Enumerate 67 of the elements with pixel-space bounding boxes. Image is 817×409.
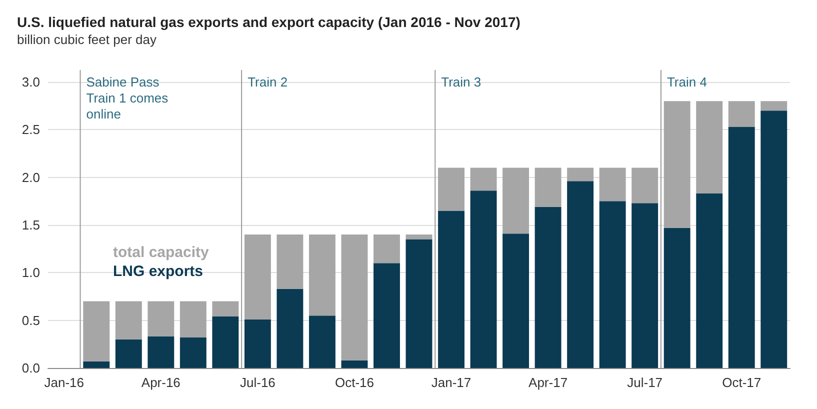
bar [760, 110, 788, 368]
bar [212, 316, 239, 368]
y-tick-label: 0.5 [22, 312, 40, 328]
bar [599, 168, 626, 202]
y-tick-label: 0.0 [22, 360, 40, 376]
bar [148, 301, 174, 337]
bar [244, 319, 271, 368]
x-tick-label: Apr-16 [141, 375, 180, 390]
text: LNG exports [113, 263, 204, 280]
x-tick-label: Jul-17 [627, 375, 663, 390]
bar [696, 101, 723, 194]
bar [244, 234, 271, 320]
bar [599, 201, 626, 368]
chart-title: U.S. liquefied natural gas exports and export capacity (Jan 2016 - Nov 2017) [17, 14, 520, 30]
bar [308, 316, 336, 368]
x-tick-label: Oct-16 [334, 375, 374, 390]
bar [534, 168, 562, 207]
bar [276, 288, 304, 368]
bar [534, 206, 562, 368]
bar [374, 234, 400, 264]
bar [632, 203, 658, 368]
annotation: Train 3 [441, 74, 482, 90]
bar [664, 101, 690, 228]
bar [502, 234, 530, 368]
bar [728, 126, 755, 368]
annotation: Sabine Pass Train 1 comes online [86, 74, 169, 122]
bar [438, 168, 464, 211]
y-tick-label: 2.5 [22, 122, 40, 138]
bar [567, 168, 594, 182]
y-tick-label: 2.0 [22, 170, 40, 185]
chart-subtitle: billion cubic feet per day [17, 32, 157, 47]
x-tick-label: Jan-16 [44, 375, 84, 390]
bar [406, 239, 432, 368]
x-tick-label: Jul-16 [240, 375, 276, 390]
bar [341, 234, 368, 360]
x-tick-label: Apr-17 [528, 375, 568, 390]
x-tick-label: Oct-17 [722, 375, 762, 390]
bar [632, 168, 658, 204]
bar [664, 228, 690, 368]
bar [470, 190, 497, 368]
bar [567, 181, 594, 368]
bar [341, 360, 368, 368]
y-tick-label: 1.0 [22, 265, 40, 280]
text: total capacity [113, 244, 210, 261]
bar [148, 336, 174, 368]
bar [406, 234, 432, 240]
bar [696, 194, 723, 368]
bar [115, 339, 142, 368]
bar [728, 101, 755, 127]
bar [502, 168, 530, 234]
bar [470, 168, 497, 191]
x-tick-label: Jan-17 [431, 375, 472, 390]
bar [760, 101, 788, 111]
bar [83, 301, 110, 362]
y-tick-label: 1.5 [22, 218, 40, 232]
bar [308, 234, 336, 316]
annotation: Train 2 [248, 74, 288, 90]
bar [180, 301, 206, 338]
bar [180, 337, 206, 368]
bar [115, 301, 142, 340]
annotation: Train 4 [666, 74, 707, 90]
bar [438, 210, 464, 368]
y-tick-label: 3.0 [22, 74, 40, 90]
bar [374, 263, 400, 368]
bar [276, 234, 304, 289]
bar [212, 301, 239, 317]
bar [83, 361, 110, 368]
